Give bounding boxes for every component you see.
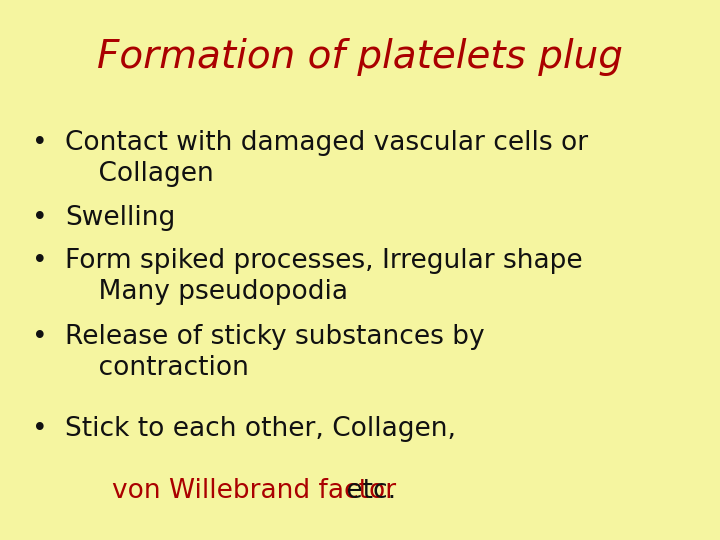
Text: •: • — [32, 324, 48, 350]
Text: •: • — [32, 248, 48, 274]
Text: Swelling: Swelling — [65, 205, 175, 231]
Text: von Willebrand factor: von Willebrand factor — [112, 478, 396, 504]
Text: •: • — [32, 205, 48, 231]
Text: Stick to each other, Collagen,: Stick to each other, Collagen, — [65, 416, 456, 442]
Text: etc.: etc. — [338, 478, 397, 504]
Text: •: • — [32, 416, 48, 442]
Text: Contact with damaged vascular cells or
    Collagen: Contact with damaged vascular cells or C… — [65, 130, 588, 187]
Text: Release of sticky substances by
    contraction: Release of sticky substances by contract… — [65, 324, 485, 381]
Text: •: • — [32, 130, 48, 156]
Text: Formation of platelets plug: Formation of platelets plug — [97, 38, 623, 76]
Text: Form spiked processes, Irregular shape
    Many pseudopodia: Form spiked processes, Irregular shape M… — [65, 248, 582, 306]
